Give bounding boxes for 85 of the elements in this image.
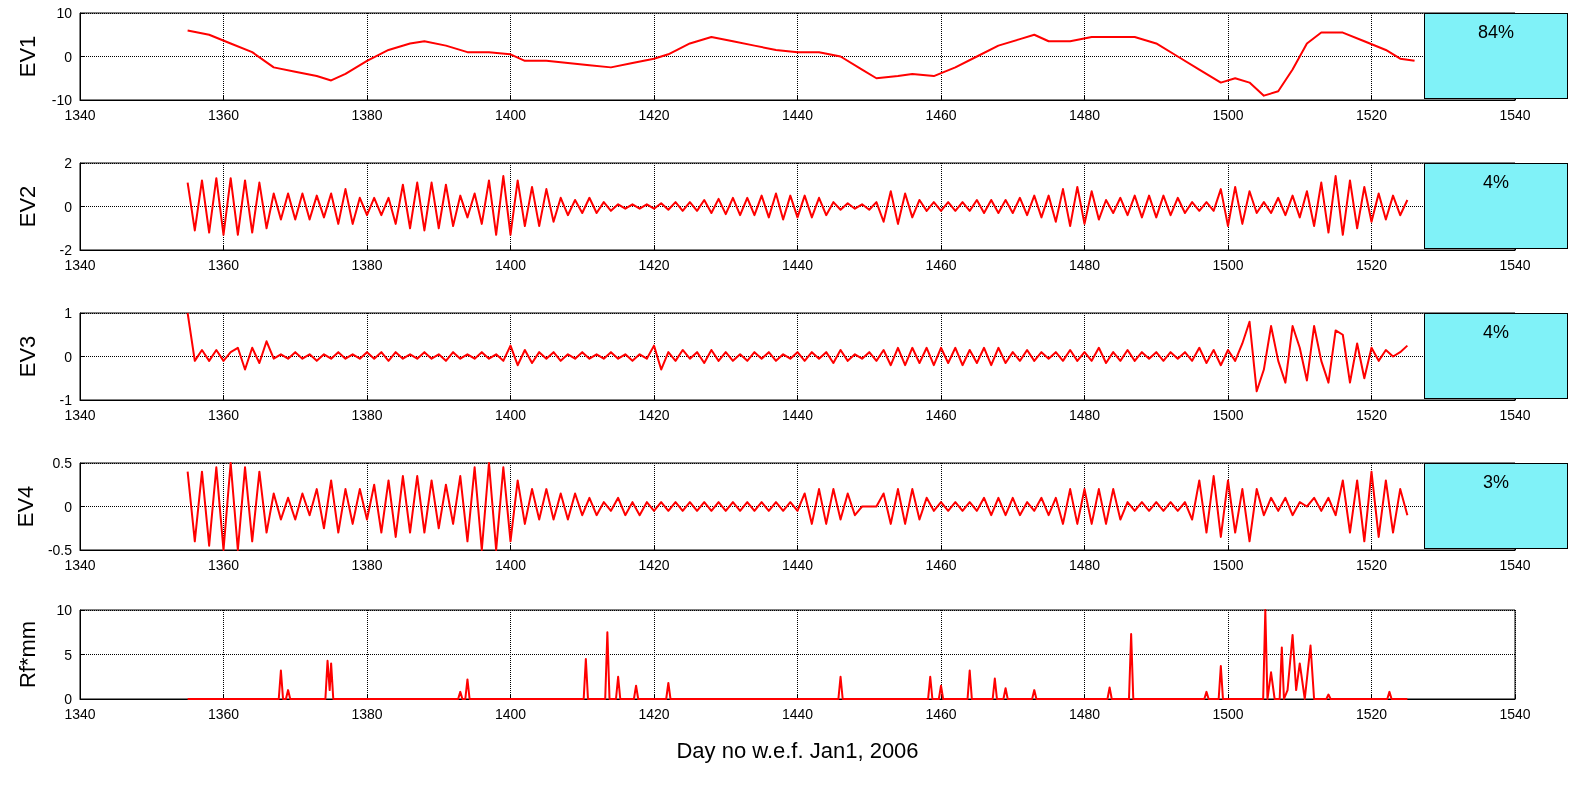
x-tick-label: 1400 bbox=[494, 107, 527, 123]
x-tick-label: 1340 bbox=[64, 107, 96, 123]
x-tick-label: 1440 bbox=[781, 257, 814, 273]
x-tick-label: 1520 bbox=[1355, 107, 1388, 123]
y-tick-label: 10 bbox=[56, 602, 73, 618]
x-tick-label: 1340 bbox=[64, 257, 96, 273]
text-box: 3% bbox=[1424, 463, 1568, 549]
y-axis-title: EV1 bbox=[14, 35, 40, 78]
y-tick-label: -1 bbox=[59, 392, 73, 408]
x-tick-label: 1520 bbox=[1355, 557, 1388, 573]
line-series bbox=[186, 29, 1416, 97]
y-axis-title: EV2 bbox=[14, 185, 40, 228]
x-tick-label: 1460 bbox=[925, 257, 957, 273]
x-tick-label: 1480 bbox=[1068, 706, 1101, 722]
y-tick-label: 10 bbox=[56, 5, 73, 21]
x-tick-label: 1400 bbox=[494, 557, 527, 573]
x-tick-label: 1340 bbox=[64, 706, 96, 722]
x-tick-label: 1480 bbox=[1068, 557, 1101, 573]
y-tick-label: 0 bbox=[64, 691, 73, 707]
x-tick-label: 1500 bbox=[1212, 407, 1244, 423]
x-tick-label: 1500 bbox=[1212, 107, 1244, 123]
x-tick-label: 1380 bbox=[351, 557, 383, 573]
x-tick-label: 1540 bbox=[1499, 407, 1531, 423]
x-tick-label: 1520 bbox=[1355, 257, 1388, 273]
y-tick-label: 0 bbox=[64, 48, 73, 65]
y-tick-label: 0 bbox=[64, 498, 73, 515]
text-box: 4% bbox=[1424, 313, 1568, 399]
x-tick-label: 1440 bbox=[781, 107, 814, 123]
x-tick-label: 1400 bbox=[494, 407, 527, 423]
y-tick-label: 1 bbox=[64, 305, 73, 321]
x-tick-label: 1540 bbox=[1499, 706, 1531, 722]
y-tick-label: -0.5 bbox=[47, 542, 73, 558]
y-tick-label: 0.5 bbox=[52, 455, 73, 471]
y-tick-label: 0 bbox=[64, 198, 73, 215]
x-tick-label: 1420 bbox=[638, 407, 670, 423]
x-tick-label: 1500 bbox=[1212, 706, 1244, 722]
y-tick-label: 2 bbox=[64, 155, 73, 171]
x-tick-label: 1400 bbox=[494, 257, 527, 273]
y-axis-title: EV4 bbox=[13, 485, 39, 528]
x-tick-label: 1380 bbox=[351, 407, 383, 423]
line-series bbox=[186, 312, 1409, 393]
x-tick-label: 1360 bbox=[207, 407, 240, 423]
x-tick-label: 1340 bbox=[64, 557, 96, 573]
x-tick-label: 1520 bbox=[1355, 407, 1388, 423]
x-tick-label: 1420 bbox=[638, 257, 670, 273]
x-tick-label: 1440 bbox=[781, 706, 814, 722]
x-tick-label: 1360 bbox=[207, 257, 240, 273]
x-tick-label: 1440 bbox=[781, 557, 814, 573]
x-tick-label: 1420 bbox=[638, 557, 670, 573]
x-tick-label: 1440 bbox=[781, 407, 814, 423]
y-axis-title: Rf*mm bbox=[14, 620, 40, 689]
x-axis-title: Day no w.e.f. Jan1, 2006 bbox=[676, 737, 919, 763]
y-tick-label: 5 bbox=[64, 646, 73, 663]
y-tick-label: -2 bbox=[59, 242, 73, 258]
x-tick-label: 1540 bbox=[1499, 257, 1531, 273]
x-tick-label: 1380 bbox=[351, 706, 383, 722]
x-tick-label: 1380 bbox=[351, 107, 383, 123]
y-axis-title: EV3 bbox=[14, 335, 40, 378]
x-tick-label: 1360 bbox=[207, 706, 240, 722]
x-tick-label: 1480 bbox=[1068, 407, 1101, 423]
y-tick-label: 0 bbox=[64, 348, 73, 365]
x-tick-label: 1400 bbox=[494, 706, 527, 722]
x-tick-label: 1460 bbox=[925, 107, 957, 123]
x-tick-label: 1500 bbox=[1212, 257, 1244, 273]
x-tick-label: 1380 bbox=[351, 257, 383, 273]
x-tick-label: 1420 bbox=[638, 107, 670, 123]
x-tick-label: 1540 bbox=[1499, 557, 1531, 573]
x-tick-label: 1460 bbox=[925, 407, 957, 423]
x-tick-label: 1460 bbox=[925, 706, 957, 722]
x-tick-label: 1520 bbox=[1355, 706, 1388, 722]
x-tick-label: 1460 bbox=[925, 557, 957, 573]
text-box: 84% bbox=[1424, 13, 1568, 99]
line-series bbox=[186, 462, 1409, 551]
text-box: 4% bbox=[1424, 163, 1568, 249]
x-tick-label: 1420 bbox=[638, 706, 670, 722]
x-tick-label: 1480 bbox=[1068, 257, 1101, 273]
x-tick-label: 1360 bbox=[207, 557, 240, 573]
x-tick-label: 1480 bbox=[1068, 107, 1101, 123]
line-series bbox=[186, 175, 1409, 236]
x-tick-label: 1340 bbox=[64, 407, 96, 423]
x-tick-label: 1540 bbox=[1499, 107, 1531, 123]
line-series bbox=[186, 609, 1409, 700]
x-tick-label: 1500 bbox=[1212, 557, 1244, 573]
y-tick-label: -10 bbox=[51, 92, 73, 108]
x-tick-label: 1360 bbox=[207, 107, 240, 123]
